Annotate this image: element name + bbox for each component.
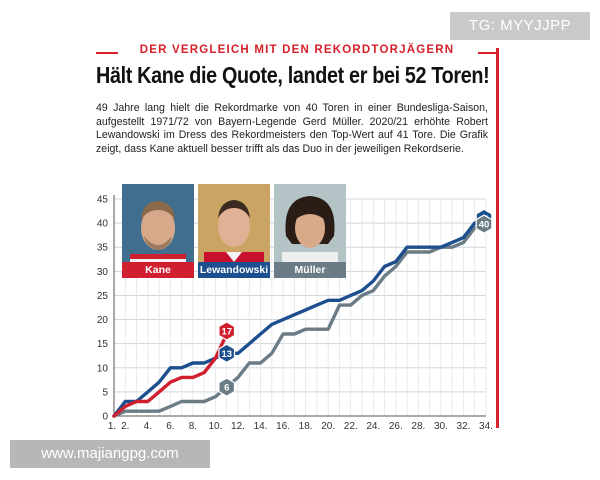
series-line-müller bbox=[112, 221, 488, 418]
end-label-badge bbox=[475, 214, 493, 234]
x-tick-label: 14. bbox=[254, 421, 268, 432]
x-tick-label: 12. bbox=[231, 421, 245, 432]
intro-text: 49 Jahre lang hielt die Rekordmarke von … bbox=[96, 102, 488, 155]
x-tick-label: 16. bbox=[276, 421, 290, 432]
label-kane: Kane bbox=[122, 262, 194, 278]
kicker-rule-left bbox=[96, 52, 118, 54]
x-tick-label: 2. bbox=[121, 421, 129, 432]
x-tick-label: 22. bbox=[344, 421, 358, 432]
x-tick-label: 20. bbox=[321, 421, 335, 432]
chart-series bbox=[112, 216, 488, 418]
end-label: 17 bbox=[221, 327, 232, 338]
end-label-badge bbox=[218, 321, 236, 341]
label-lewandowski: Lewandowski bbox=[198, 262, 270, 278]
headline: Hält Kane die Quote, landet er bei 52 To… bbox=[96, 62, 490, 88]
y-tick-label: 45 bbox=[97, 195, 109, 206]
end-label-badge bbox=[218, 343, 236, 363]
x-tick-label: 32. bbox=[457, 421, 471, 432]
frame-border-right bbox=[496, 48, 499, 428]
x-tick-label: 34. bbox=[479, 421, 493, 432]
kicker-rule-right bbox=[478, 52, 498, 54]
x-tick-label: 26. bbox=[389, 421, 403, 432]
y-tick-label: 0 bbox=[102, 412, 108, 423]
watermark-tg: TG: MYYJJPP bbox=[450, 12, 590, 40]
series-line-lewandowski bbox=[112, 216, 488, 418]
y-tick-label: 5 bbox=[102, 387, 108, 398]
y-tick-label: 10 bbox=[97, 363, 109, 374]
y-tick-label: 40 bbox=[97, 219, 109, 230]
photo-mueller: Müller bbox=[274, 184, 346, 278]
kicker: DER VERGLEICH MIT DEN REKORDTORJÄGERN bbox=[139, 44, 455, 56]
end-label: 6 bbox=[224, 383, 229, 394]
x-tick-label: 28. bbox=[411, 421, 425, 432]
y-tick-label: 30 bbox=[97, 267, 109, 278]
end-label: 13 bbox=[221, 349, 232, 360]
y-tick-label: 35 bbox=[97, 243, 109, 254]
x-tick-label: 18. bbox=[299, 421, 313, 432]
x-tick-label: 10. bbox=[209, 421, 223, 432]
y-tick-label: 15 bbox=[97, 339, 109, 350]
y-tick-label: 25 bbox=[97, 291, 109, 302]
series-line-kane bbox=[112, 332, 229, 418]
chart-axes: 0 5 10 15 20 25 30 35 40 45 1. 2. 4. 6. 8. 10. 12. 14. 16.… bbox=[97, 195, 493, 433]
chart-end-labels: 171364140 bbox=[218, 208, 493, 397]
x-tick-label: 30. bbox=[434, 421, 448, 432]
watermark-web: www.majiangpg.com bbox=[10, 440, 210, 468]
x-tick-label: 1. bbox=[108, 421, 116, 432]
y-tick-label: 20 bbox=[97, 315, 109, 326]
photo-lewandowski: Lewandowski bbox=[198, 184, 270, 278]
x-tick-label: 4. bbox=[144, 421, 152, 432]
label-mueller: Müller bbox=[274, 262, 346, 278]
photo-kane: Kane bbox=[122, 184, 194, 278]
x-tick-label: 24. bbox=[366, 421, 380, 432]
x-tick-label: 8. bbox=[189, 421, 197, 432]
end-label-badge bbox=[218, 377, 236, 397]
x-tick-label: 6. bbox=[166, 421, 174, 432]
end-label: 40 bbox=[479, 220, 490, 231]
